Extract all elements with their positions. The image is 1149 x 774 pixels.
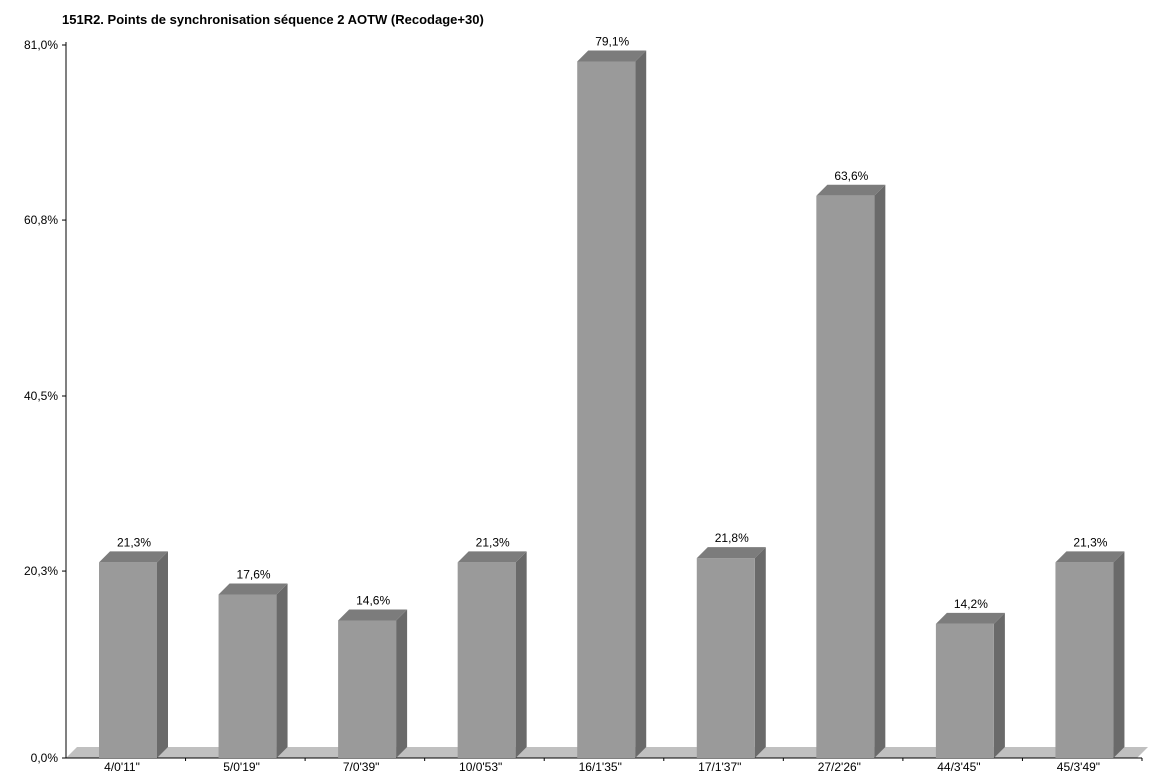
bar-top [457,551,527,563]
bar-front [99,562,157,758]
bar-value-label: 21,3% [1073,535,1107,549]
x-tick-label: 7/0'39" [343,760,380,774]
bar-front [1055,562,1114,758]
bar-side [157,551,168,758]
bar-value-label: 14,6% [356,593,390,607]
bar [218,583,288,758]
x-tick-label: 10/0'53" [459,760,502,774]
bar-value-label: 17,6% [237,567,271,581]
bar-side [993,612,1005,758]
bar-top [816,184,886,196]
bar [816,184,886,759]
bar-front [935,623,994,758]
bar [99,551,168,758]
bar-front [577,61,636,758]
bar [577,50,647,758]
bar-value-label: 63,6% [834,169,868,183]
bar-front [457,562,516,758]
bar-side [515,551,527,758]
bar-front [816,195,875,759]
bar-value-label: 14,2% [954,597,988,611]
chart-labels: 0,0% 20,3% 40,5% 60,8% 81,0% 21,3% 4/0'11" 17,6… [24,34,1143,774]
bar-top [99,551,168,563]
bar-side [396,609,408,758]
bar [457,551,527,758]
y-tick-label: 0,0% [31,751,59,765]
y-tick-label: 40,5% [24,389,58,403]
y-tick-label: 81,0% [24,38,58,52]
y-tick-label: 60,8% [24,213,58,227]
bar-front [218,594,277,758]
y-tick-label: 20,3% [24,564,58,578]
bar-value-label: 21,8% [715,531,749,545]
bar-top [935,612,1005,624]
bar-top [577,50,647,62]
x-tick-label: 4/0'11" [104,760,140,774]
bar-value-label: 21,3% [476,535,510,549]
chart-bars [99,50,1125,759]
bar-top [1055,551,1125,563]
bar [696,547,766,758]
x-tick-label: 45/3'49" [1057,760,1100,774]
bar [935,612,1005,758]
x-tick-label: 5/0'19" [223,760,260,774]
bar-top [218,583,288,595]
bar-top [338,609,408,621]
bar-top [696,547,766,559]
bar-front [338,620,397,758]
x-tick-label: 27/2'26" [818,760,861,774]
bar-side [276,583,288,758]
bar-value-label: 21,3% [117,535,151,549]
bar-side [874,184,886,759]
bar-side [635,50,647,758]
bar-value-label: 79,1% [595,34,629,48]
x-tick-label: 44/3'45" [937,760,980,774]
bar-side [754,547,766,758]
bar-front [696,558,755,758]
bar [1055,551,1125,758]
chart-title: 151R2. Points de synchronisation séquenc… [62,12,484,27]
x-tick-label: 16/1'35" [579,760,622,774]
bar-side [1113,551,1125,758]
bar [338,609,408,758]
x-tick-label: 17/1'37" [698,760,741,774]
